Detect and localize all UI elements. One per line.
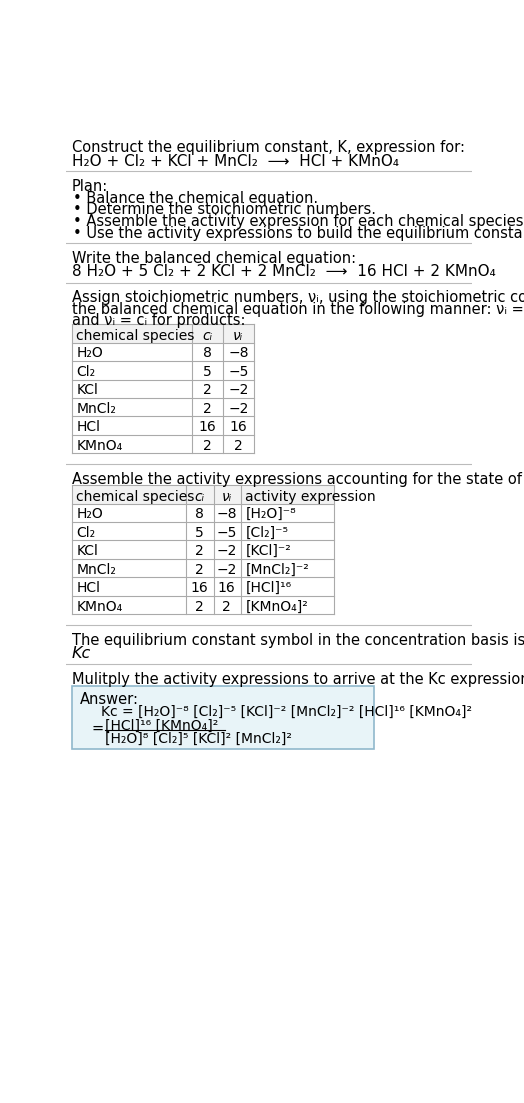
- Text: −5: −5: [228, 365, 248, 379]
- FancyBboxPatch shape: [72, 485, 334, 503]
- Text: −8: −8: [216, 507, 237, 522]
- Text: =: =: [91, 720, 103, 736]
- Text: 5: 5: [195, 526, 204, 539]
- Text: 2: 2: [195, 544, 204, 558]
- Text: chemical species: chemical species: [77, 490, 195, 504]
- Text: H₂O: H₂O: [77, 346, 103, 361]
- Text: 16: 16: [191, 581, 209, 596]
- Text: [H₂O]⁸ [Cl₂]⁵ [KCl]² [MnCl₂]²: [H₂O]⁸ [Cl₂]⁵ [KCl]² [MnCl₂]²: [105, 732, 292, 747]
- Text: −2: −2: [216, 563, 237, 577]
- Text: The equilibrium constant symbol in the concentration basis is:: The equilibrium constant symbol in the c…: [72, 633, 524, 647]
- Text: Assign stoichiometric numbers, νᵢ, using the stoichiometric coefficients, cᵢ, fr: Assign stoichiometric numbers, νᵢ, using…: [72, 290, 524, 306]
- Text: [KMnO₄]²: [KMnO₄]²: [245, 600, 308, 613]
- Text: 2: 2: [203, 384, 212, 397]
- Text: 5: 5: [203, 365, 212, 379]
- Text: −8: −8: [228, 346, 248, 361]
- Text: νᵢ: νᵢ: [233, 329, 244, 343]
- Text: −2: −2: [228, 384, 248, 397]
- Text: 2: 2: [195, 600, 204, 613]
- Text: [KCl]⁻²: [KCl]⁻²: [245, 544, 291, 558]
- Text: Cl₂: Cl₂: [77, 526, 95, 539]
- Text: Answer:: Answer:: [80, 693, 138, 707]
- Text: Assemble the activity expressions accounting for the state of matter and νᵢ:: Assemble the activity expressions accoun…: [72, 472, 524, 486]
- Text: KMnO₄: KMnO₄: [77, 600, 123, 613]
- Text: chemical species: chemical species: [77, 329, 195, 343]
- Text: KCl: KCl: [77, 384, 98, 397]
- Text: • Use the activity expressions to build the equilibrium constant expression.: • Use the activity expressions to build …: [73, 225, 524, 240]
- Text: Plan:: Plan:: [72, 179, 108, 193]
- Text: • Determine the stoichiometric numbers.: • Determine the stoichiometric numbers.: [73, 203, 376, 217]
- Text: H₂O: H₂O: [77, 507, 103, 522]
- Text: and νᵢ = cᵢ for products:: and νᵢ = cᵢ for products:: [72, 313, 245, 329]
- Text: 2: 2: [234, 439, 243, 453]
- Text: cᵢ: cᵢ: [202, 329, 212, 343]
- Text: Cl₂: Cl₂: [77, 365, 95, 379]
- Text: 16: 16: [199, 420, 216, 435]
- Text: KCl: KCl: [77, 544, 98, 558]
- Text: activity expression: activity expression: [245, 490, 376, 504]
- Text: the balanced chemical equation in the following manner: νᵢ = −cᵢ for reactants: the balanced chemical equation in the fo…: [72, 302, 524, 317]
- Text: Write the balanced chemical equation:: Write the balanced chemical equation:: [72, 251, 356, 266]
- Text: Mulitply the activity expressions to arrive at the Kᴄ expression:: Mulitply the activity expressions to arr…: [72, 672, 524, 687]
- Text: 2: 2: [195, 563, 204, 577]
- FancyBboxPatch shape: [72, 686, 374, 749]
- Text: cᵢ: cᵢ: [194, 490, 205, 504]
- Text: 8 H₂O + 5 Cl₂ + 2 KCl + 2 MnCl₂  ⟶  16 HCl + 2 KMnO₄: 8 H₂O + 5 Cl₂ + 2 KCl + 2 MnCl₂ ⟶ 16 HCl…: [72, 264, 496, 279]
- Text: 16: 16: [230, 420, 247, 435]
- Text: 8: 8: [203, 346, 212, 361]
- Text: Construct the equilibrium constant, K, expression for:: Construct the equilibrium constant, K, e…: [72, 140, 465, 156]
- Text: [MnCl₂]⁻²: [MnCl₂]⁻²: [245, 563, 309, 577]
- Text: [HCl]¹⁶ [KMnO₄]²: [HCl]¹⁶ [KMnO₄]²: [105, 719, 219, 733]
- Text: −5: −5: [216, 526, 237, 539]
- Text: • Balance the chemical equation.: • Balance the chemical equation.: [73, 191, 319, 206]
- Text: νᵢ: νᵢ: [222, 490, 232, 504]
- Text: 2: 2: [222, 600, 231, 613]
- Text: 16: 16: [218, 581, 236, 596]
- Text: −2: −2: [216, 544, 237, 558]
- Text: KMnO₄: KMnO₄: [77, 439, 123, 453]
- Text: −2: −2: [228, 401, 248, 416]
- FancyBboxPatch shape: [72, 324, 254, 343]
- Text: 8: 8: [195, 507, 204, 522]
- Text: MnCl₂: MnCl₂: [77, 401, 116, 416]
- Text: [H₂O]⁻⁸: [H₂O]⁻⁸: [245, 507, 296, 522]
- Text: [Cl₂]⁻⁵: [Cl₂]⁻⁵: [245, 526, 288, 539]
- Text: 2: 2: [203, 439, 212, 453]
- Text: Kᴄ = [H₂O]⁻⁸ [Cl₂]⁻⁵ [KCl]⁻² [MnCl₂]⁻² [HCl]¹⁶ [KMnO₄]²: Kᴄ = [H₂O]⁻⁸ [Cl₂]⁻⁵ [KCl]⁻² [MnCl₂]⁻² […: [101, 705, 472, 719]
- Text: 2: 2: [203, 401, 212, 416]
- Text: • Assemble the activity expression for each chemical species.: • Assemble the activity expression for e…: [73, 214, 524, 229]
- Text: H₂O + Cl₂ + KCl + MnCl₂  ⟶  HCl + KMnO₄: H₂O + Cl₂ + KCl + MnCl₂ ⟶ HCl + KMnO₄: [72, 154, 399, 169]
- Text: MnCl₂: MnCl₂: [77, 563, 116, 577]
- Text: [HCl]¹⁶: [HCl]¹⁶: [245, 581, 291, 596]
- Text: HCl: HCl: [77, 581, 101, 596]
- Text: Kᴄ: Kᴄ: [72, 646, 91, 661]
- Text: HCl: HCl: [77, 420, 101, 435]
